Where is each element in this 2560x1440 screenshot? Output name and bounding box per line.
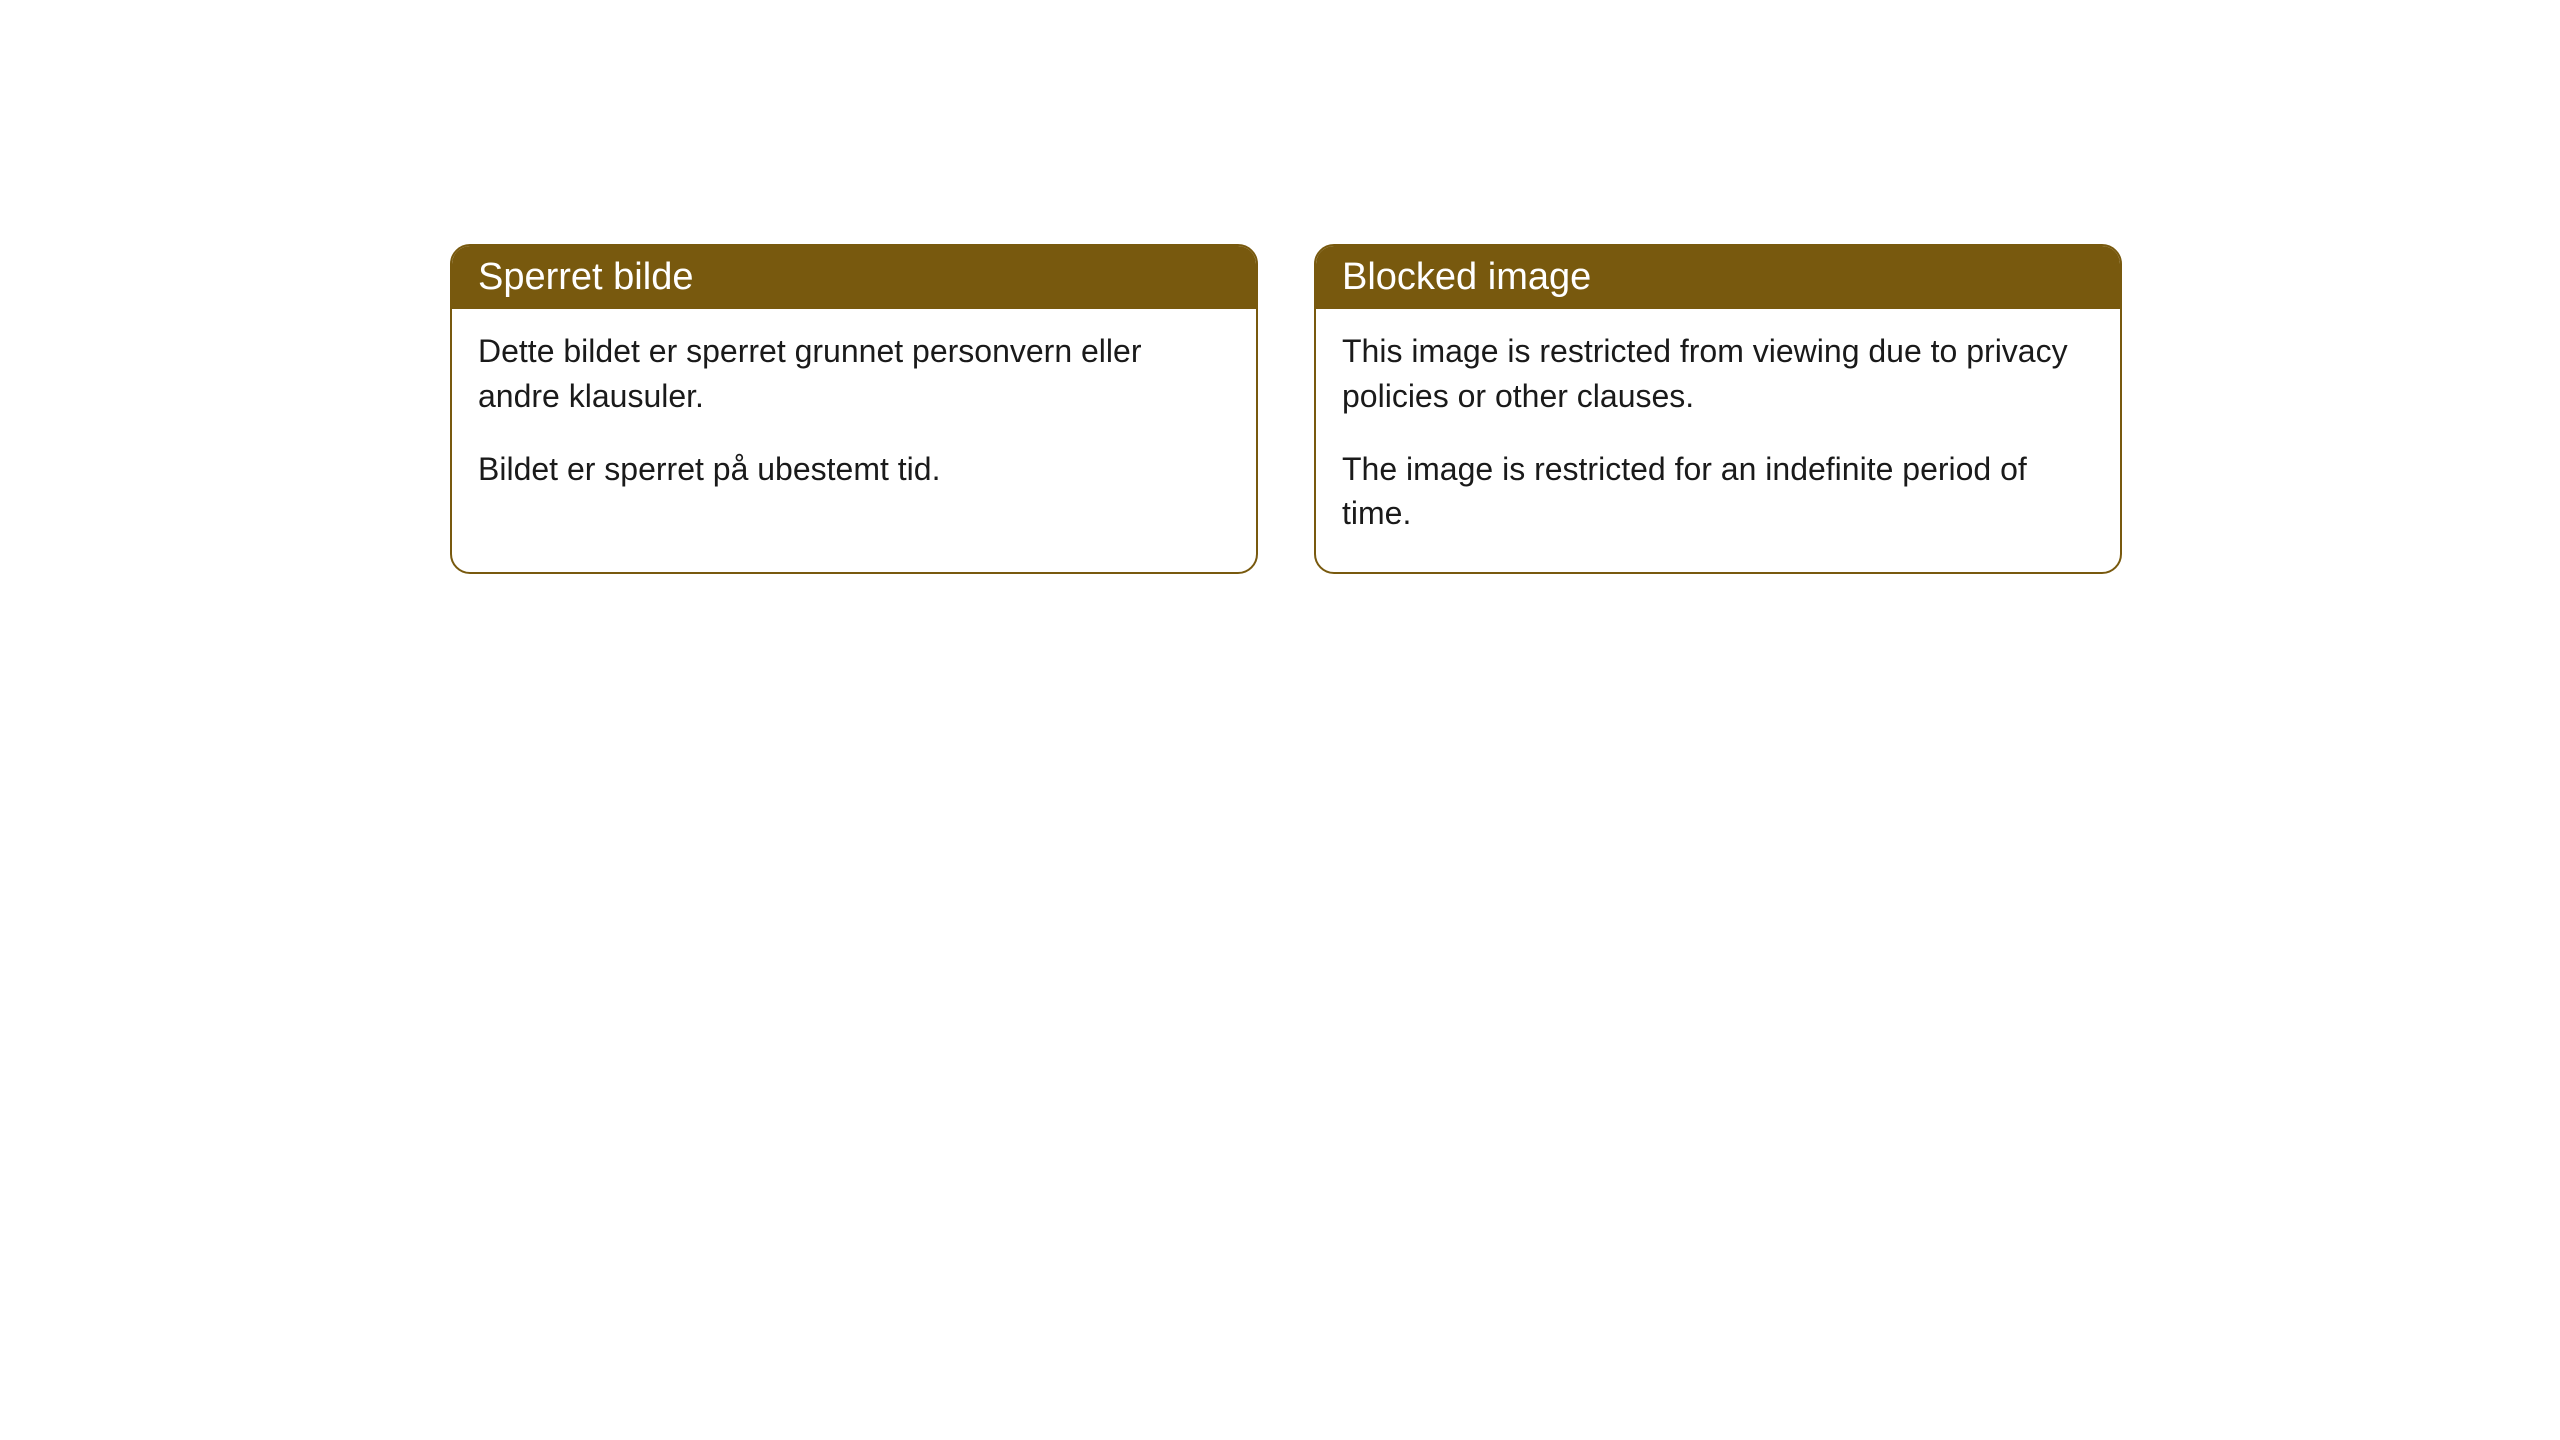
card-title: Blocked image bbox=[1342, 256, 1591, 298]
card-body-english: This image is restricted from viewing du… bbox=[1316, 309, 2120, 572]
notice-card-english: Blocked image This image is restricted f… bbox=[1314, 244, 2122, 574]
card-body-norwegian: Dette bildet er sperret grunnet personve… bbox=[452, 309, 1256, 527]
card-paragraph: Dette bildet er sperret grunnet personve… bbox=[478, 329, 1230, 419]
card-paragraph: The image is restricted for an indefinit… bbox=[1342, 447, 2094, 537]
card-header-english: Blocked image bbox=[1316, 246, 2120, 309]
card-title: Sperret bilde bbox=[478, 256, 693, 298]
card-header-norwegian: Sperret bilde bbox=[452, 246, 1256, 309]
notice-cards-container: Sperret bilde Dette bildet er sperret gr… bbox=[450, 244, 2122, 574]
card-paragraph: This image is restricted from viewing du… bbox=[1342, 329, 2094, 419]
notice-card-norwegian: Sperret bilde Dette bildet er sperret gr… bbox=[450, 244, 1258, 574]
card-paragraph: Bildet er sperret på ubestemt tid. bbox=[478, 447, 1230, 492]
